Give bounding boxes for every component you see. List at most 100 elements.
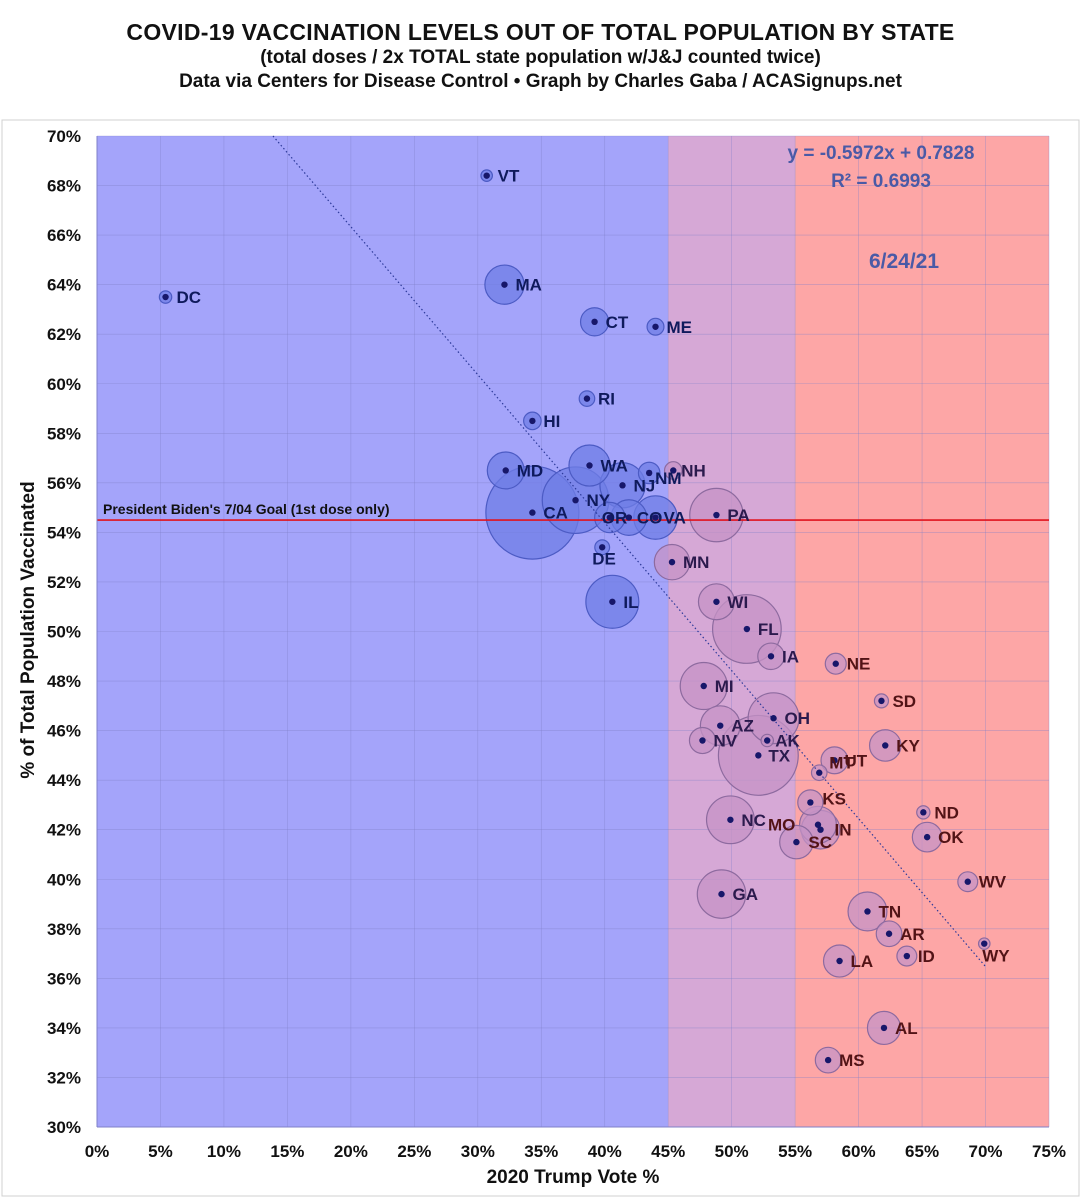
dot-ct xyxy=(591,318,598,326)
dot-ne xyxy=(832,660,839,667)
dot-ia xyxy=(767,653,775,660)
point-label-fl: FL xyxy=(758,620,779,639)
chart-subtitle: (total doses / 2x TOTAL state population… xyxy=(260,47,821,68)
point-label-sd: SD xyxy=(892,692,916,711)
point-label-ar: AR xyxy=(900,925,925,944)
point-label-il: IL xyxy=(623,593,638,612)
point-label-dc: DC xyxy=(177,288,202,307)
point-label-pa: PA xyxy=(727,506,749,525)
dot-ak xyxy=(764,737,771,744)
point-label-ok: OK xyxy=(938,828,964,847)
point-label-ny: NY xyxy=(587,491,611,510)
y-tick-label: 58% xyxy=(47,424,81,443)
dot-dc xyxy=(162,293,169,301)
tick-labels: 0% 5% 10% 15% 20% 25% 30% 35% 40% 45% 50% 55% 60% 65%… xyxy=(47,127,1066,1161)
trend-r-squared: R² = 0.6993 xyxy=(831,171,931,192)
point-label-ks: KS xyxy=(822,789,846,808)
y-axis-label: % of Total Population Vaccinated xyxy=(18,481,39,778)
x-tick-label: 75% xyxy=(1032,1142,1066,1161)
point-label-nd: ND xyxy=(934,803,959,822)
dot-or xyxy=(606,514,614,521)
dot-fl xyxy=(743,625,751,633)
point-label-ne: NE xyxy=(847,655,871,674)
x-tick-label: 10% xyxy=(207,1142,241,1161)
chart-credit: Data via Centers for Disease Control • G… xyxy=(179,71,902,92)
point-label-md: MD xyxy=(517,461,543,480)
dot-nh xyxy=(670,467,677,474)
point-label-nh: NH xyxy=(681,461,706,480)
dot-mo xyxy=(814,821,822,828)
point-label-ri: RI xyxy=(598,390,615,409)
point-label-co: CO xyxy=(637,509,663,528)
point-label-ak: AK xyxy=(775,732,800,751)
y-tick-label: 56% xyxy=(47,474,81,493)
dot-ok xyxy=(923,833,931,841)
y-tick-label: 52% xyxy=(47,573,81,592)
dot-ca xyxy=(529,509,536,516)
dot-oh xyxy=(770,715,777,722)
dot-va xyxy=(652,514,659,521)
x-tick-label: 20% xyxy=(334,1142,368,1161)
x-tick-label: 65% xyxy=(905,1142,939,1161)
point-label-ia: IA xyxy=(782,647,799,666)
point-label-ms: MS xyxy=(839,1051,865,1070)
x-tick-label: 25% xyxy=(397,1142,431,1161)
dot-de xyxy=(598,544,606,551)
dot-ga xyxy=(718,890,725,898)
point-label-mt: MT xyxy=(829,754,854,773)
point-label-oh: OH xyxy=(785,709,811,728)
point-label-az: AZ xyxy=(731,717,754,736)
x-tick-label: 70% xyxy=(969,1142,1003,1161)
dot-ks xyxy=(807,799,814,806)
dot-ny xyxy=(572,496,579,504)
trend-equation: y = -0.5972x + 0.7828 xyxy=(788,143,975,164)
point-label-sc: SC xyxy=(808,833,832,852)
dot-nm xyxy=(645,469,653,477)
y-tick-label: 36% xyxy=(47,969,81,988)
y-tick-label: 30% xyxy=(47,1118,81,1137)
point-label-wa: WA xyxy=(601,457,628,476)
y-tick-label: 48% xyxy=(47,672,81,691)
point-label-mo: MO xyxy=(768,816,795,835)
point-label-ga: GA xyxy=(733,885,759,904)
point-label-nc: NC xyxy=(741,811,766,830)
data-dots xyxy=(162,172,988,1064)
point-label-va: VA xyxy=(664,509,686,528)
dot-wi xyxy=(713,598,720,605)
point-label-al: AL xyxy=(895,1019,918,1038)
dot-il xyxy=(609,598,616,605)
y-tick-label: 32% xyxy=(47,1068,81,1087)
dot-wy xyxy=(981,940,988,947)
dot-ar xyxy=(885,930,893,937)
dot-nv xyxy=(699,737,706,744)
dot-me xyxy=(652,323,659,330)
x-tick-label: 5% xyxy=(148,1142,173,1161)
dot-ri xyxy=(583,395,591,402)
x-tick-label: 45% xyxy=(651,1142,685,1161)
point-label-wi: WI xyxy=(727,593,748,612)
dot-ut xyxy=(831,757,838,764)
dot-ms xyxy=(824,1056,832,1064)
x-axis-label: 2020 Trump Vote % xyxy=(487,1167,660,1188)
point-label-ky: KY xyxy=(896,736,920,755)
point-label-nv: NV xyxy=(713,732,737,751)
dot-pa xyxy=(713,511,720,519)
point-label-tn: TN xyxy=(878,902,901,921)
dot-tn xyxy=(864,908,871,915)
dot-tx xyxy=(755,752,762,759)
dot-id xyxy=(903,952,911,960)
y-tick-label: 70% xyxy=(47,127,81,146)
dot-az xyxy=(717,722,724,729)
y-tick-label: 34% xyxy=(47,1019,81,1038)
x-tick-label: 40% xyxy=(588,1142,622,1161)
point-label-mn: MN xyxy=(683,553,709,572)
chart-titles: COVID-19 VACCINATION LEVELS OUT OF TOTAL… xyxy=(0,18,1081,94)
x-tick-label: 50% xyxy=(715,1142,749,1161)
point-label-ut: UT xyxy=(844,751,867,770)
dot-wa xyxy=(586,462,593,469)
dot-nc xyxy=(727,816,734,823)
dot-co xyxy=(625,514,633,521)
point-label-me: ME xyxy=(667,318,693,337)
x-tick-label: 55% xyxy=(778,1142,812,1161)
dot-sc xyxy=(793,838,800,846)
